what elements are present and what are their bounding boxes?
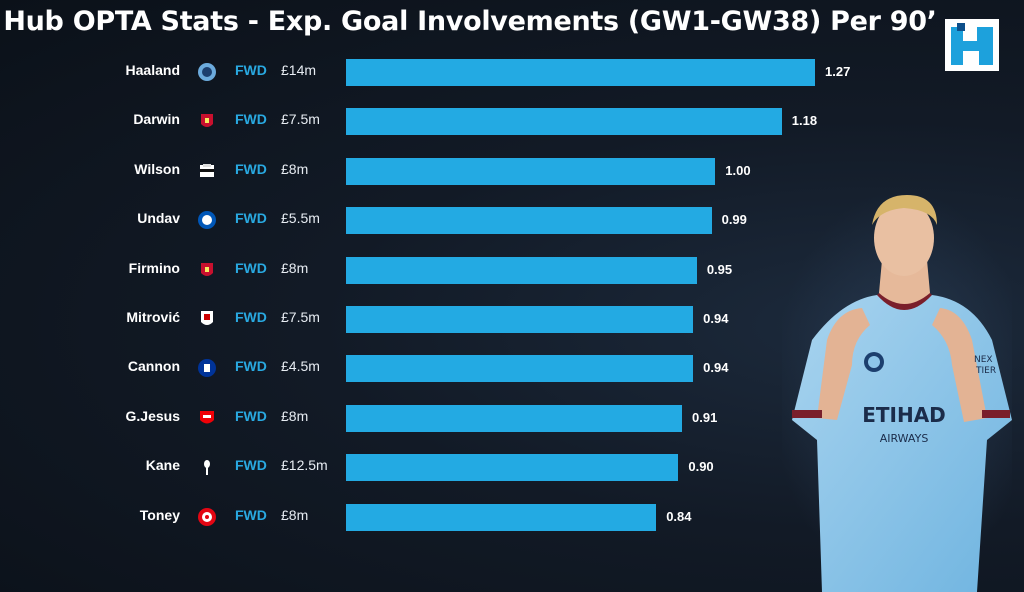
value-label: 0.91 [692, 409, 718, 425]
price-label: £4.5m [281, 358, 320, 375]
position-label: FWD [235, 407, 267, 424]
chart-row: G.Jesus FWD £8m 0.91 [0, 403, 1024, 433]
value-label: 0.94 [703, 360, 729, 376]
bar [346, 404, 683, 432]
chart-row: Kane FWD £12.5m 0.90 [0, 452, 1024, 482]
position-label: FWD [235, 506, 267, 523]
player-name: Mitrović [126, 309, 180, 325]
position-label: FWD [235, 210, 267, 227]
value-label: 1.18 [791, 113, 818, 129]
player-name: Wilson [134, 160, 180, 177]
bar [346, 306, 694, 333]
everton-crest-icon [198, 359, 216, 378]
position-label: FWD [235, 309, 267, 325]
price-label: £7.5m [281, 309, 320, 325]
fulham-crest-icon [201, 311, 213, 325]
price-label: £8m [281, 160, 309, 177]
position-label: FWD [235, 160, 267, 177]
hub-logo [945, 19, 999, 71]
position-label: FWD [235, 111, 267, 128]
player-name: Kane [145, 457, 180, 474]
price-label: £8m [281, 506, 309, 523]
position-label: FWD [235, 259, 267, 276]
player-name: G.Jesus [125, 407, 180, 424]
sponsor-sub: AIRWAYS [880, 432, 929, 445]
bar [346, 207, 712, 235]
chart-row: Undav FWD £5.5m 0.99 [0, 205, 1024, 235]
chart-title: Hub OPTA Stats - Exp. Goal Involvements … [3, 6, 937, 37]
bar [346, 59, 815, 86]
bar [346, 157, 716, 185]
price-label: £14m [281, 62, 317, 78]
liverpool-crest-icon [201, 114, 213, 128]
player-name: Undav [137, 210, 180, 227]
tottenham-crest-icon [204, 460, 210, 476]
player-name: Toney [139, 506, 180, 523]
chart-row: Wilson FWD £8m 1.00 [0, 156, 1024, 186]
newcastle-crest-icon [200, 163, 214, 177]
player-name: Darwin [133, 111, 180, 128]
value-label: 0.90 [688, 459, 714, 475]
position-label: FWD [235, 358, 267, 375]
brentford-crest-icon [198, 507, 216, 526]
position-label: FWD [235, 457, 267, 474]
player-name: Haaland [125, 62, 180, 78]
liverpool-crest-icon [201, 262, 213, 276]
arsenal-crest-icon [200, 410, 214, 424]
bar [346, 454, 679, 482]
sleeve-text-2: TIER [975, 366, 996, 376]
bar [346, 503, 657, 531]
price-label: £8m [281, 259, 309, 276]
price-label: £7.5m [281, 111, 320, 128]
bar [346, 108, 782, 136]
price-label: £5.5m [281, 210, 320, 227]
value-label: 1.00 [725, 162, 751, 178]
value-label: 0.94 [703, 311, 729, 326]
chart-row: Darwin FWD £7.5m 1.18 [0, 106, 1024, 136]
player-name: Firmino [128, 259, 180, 276]
chart-row: Mitrović FWD £7.5m 0.94 [0, 304, 1024, 334]
chart-row: Cannon FWD £4.5m 0.94 [0, 353, 1024, 383]
sponsor-text: ETIHAD [862, 403, 946, 427]
man-city-crest-icon [198, 63, 216, 81]
chart-row: Toney FWD £8m 0.84 [0, 502, 1024, 532]
player-photo: ETIHAD AIRWAYS NEX TIER [782, 190, 1012, 592]
chart-row: Haaland FWD £14m 1.27 [0, 57, 1024, 87]
value-label: 1.27 [825, 64, 851, 79]
brighton-crest-icon [198, 211, 216, 230]
value-label: 0.95 [706, 261, 733, 277]
chart-row: Firmino FWD £8m 0.95 [0, 255, 1024, 285]
player-name: Cannon [127, 358, 180, 375]
value-label: 0.84 [666, 508, 692, 524]
sleeve-text: NEX [974, 355, 993, 365]
bar [346, 256, 697, 284]
value-label: 0.99 [721, 212, 747, 228]
price-label: £12.5m [281, 457, 328, 474]
position-label: FWD [235, 62, 267, 78]
price-label: £8m [281, 407, 309, 424]
bar [346, 355, 694, 383]
